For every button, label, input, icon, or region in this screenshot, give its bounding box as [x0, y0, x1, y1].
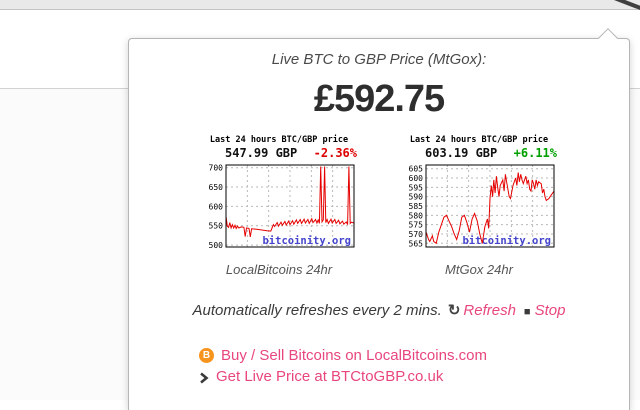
svg-text:580: 580 — [409, 211, 424, 220]
svg-text:585: 585 — [409, 202, 424, 211]
localbitcoins-link[interactable]: Buy / Sell Bitcoins on LocalBitcoins.com — [221, 347, 487, 364]
chart-title: Last 24 hours BTC/GBP price — [409, 135, 549, 145]
bitcoin-icon: B — [199, 348, 214, 363]
chart-localbitcoins: Last 24 hours BTC/GBP price 547.99 GBP -… — [201, 135, 357, 254]
chart-caption-localbitcoins: LocalBitcoins 24hr — [225, 262, 333, 277]
chart-change: -2.36% — [313, 146, 357, 160]
refresh-link[interactable]: Refresh — [463, 302, 516, 319]
svg-text:700: 700 — [209, 164, 224, 173]
svg-text:590: 590 — [409, 193, 424, 202]
svg-text:605: 605 — [409, 165, 424, 174]
chart-caption-mtgox: MtGox 24hr — [445, 262, 513, 277]
extension-popup: Live BTC to GBP Price (MtGox): £592.75 L… — [128, 28, 630, 410]
chart-mtgox: Last 24 hours BTC/GBP price 603.19 GBP +… — [401, 135, 557, 254]
svg-text:550: 550 — [209, 222, 224, 231]
links-block: B Buy / Sell Bitcoins on LocalBitcoins.c… — [129, 345, 629, 387]
stop-icon[interactable]: ■ — [523, 306, 531, 318]
refresh-note: Automatically refreshes every 2 mins. — [192, 302, 442, 319]
chevron-right-icon — [199, 371, 209, 384]
svg-text:570: 570 — [409, 230, 424, 239]
svg-text:bitcoinity.org: bitcoinity.org — [462, 235, 551, 247]
svg-text:500: 500 — [209, 241, 224, 250]
chart-change: +6.11% — [513, 146, 557, 160]
svg-text:595: 595 — [409, 183, 424, 192]
chart-title: Last 24 hours BTC/GBP price — [209, 135, 349, 145]
refresh-row: Automatically refreshes every 2 mins. ↻ Re… — [129, 301, 629, 319]
svg-text:bitcoinity.org: bitcoinity.org — [262, 235, 351, 247]
chart-price: 603.19 GBP — [425, 146, 498, 160]
svg-text:600: 600 — [409, 174, 424, 183]
browser-toolbar-strip — [0, 0, 640, 10]
popup-title: Live BTC to GBP Price (MtGox): — [271, 51, 487, 68]
chart-plot-localbitcoins: 500 550 600 650 700 bitcoinity.org — [209, 164, 355, 250]
svg-text:650: 650 — [209, 183, 224, 192]
live-price: £592.75 — [313, 78, 445, 120]
chart-price: 547.99 GBP — [225, 146, 298, 160]
svg-text:600: 600 — [209, 202, 224, 211]
btctogbp-link[interactable]: Get Live Price at BTCtoGBP.co.uk — [216, 368, 444, 385]
charts-row: Last 24 hours BTC/GBP price 547.99 GBP -… — [129, 135, 629, 254]
refresh-icon[interactable]: ↻ — [447, 302, 461, 319]
stop-link[interactable]: Stop — [534, 302, 566, 319]
svg-text:575: 575 — [409, 221, 424, 230]
svg-text:565: 565 — [409, 239, 424, 248]
